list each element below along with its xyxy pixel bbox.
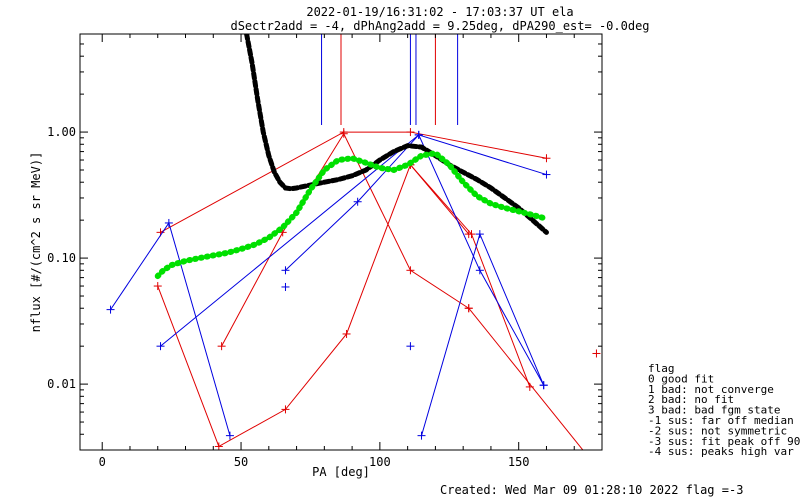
series-blue-line [106,218,234,440]
series-red-points [592,349,601,358]
series-blue-line [417,230,548,440]
x-tick-label: 0 [99,455,106,469]
y-tick-label: 0.01 [47,377,76,391]
series-red-line [156,128,551,237]
series-green-dots [154,149,550,280]
data-point-plus [539,381,548,390]
legend-entry: -4 sus: peaks high var [648,445,794,458]
data-point-plus [406,128,415,137]
data-point-plus [281,266,290,275]
series-blue-points [281,282,415,351]
data-point-plus [217,342,226,351]
legend-entry: 2 bad: no fit [648,393,734,406]
data-series [106,34,601,450]
data-point-plus [106,305,115,314]
data-point-plus [164,218,173,227]
series-red-line [153,160,473,450]
data-point-plus [156,342,165,351]
series-red-line [464,304,584,450]
legend-entry: 0 good fit [648,372,714,385]
legend-entry: -3 sus: fit peak off 90 [648,435,800,448]
data-point-plus [342,329,351,338]
data-point-plus [225,431,234,440]
series-black-dashed [244,34,549,235]
legend-entry: -1 sus: far off median [648,414,794,427]
legend-entry: -2 sus: not symmetric [648,424,787,437]
series-blue-line [156,130,551,351]
y-tick-label: 0.10 [47,251,76,265]
data-point-plus [214,442,223,450]
x-tick-label: 100 [369,455,391,469]
data-point-plus [406,266,415,275]
series-line [410,164,531,388]
legend-entry: flag [648,362,675,375]
chart-title: 2022-01-19/16:31:02 - 17:03:37 UT ela [306,5,573,19]
flag-legend: flag 0 good fit 1 bad: not converge 2 ba… [648,362,800,458]
data-point-plus [475,266,484,275]
series-blue-line [281,130,548,390]
legend-entry: 3 bad: bad fgm state [648,404,780,417]
data-point-plus [281,405,290,414]
data-point-plus [467,230,476,239]
data-point-plus [339,129,348,138]
dashed-fit-curve [244,34,549,235]
data-point-plus [414,130,423,139]
data-point-plus [353,197,362,206]
x-tick-label: 150 [508,455,530,469]
vertical-markers [321,34,459,125]
data-point-plus [153,282,162,291]
series-line [468,307,584,450]
x-tick-label: 50 [234,455,248,469]
y-axis-label: nflux [#/(cm^2 s sr MeV)] [29,152,43,333]
y-tick-label: 1.00 [47,125,76,139]
data-point-plus [475,230,484,239]
data-point-plus [542,154,551,163]
data-point-plus [406,342,415,351]
data-point-plus [542,170,551,179]
footer-created: Created: Wed Mar 09 01:28:10 2022 flag =… [440,483,743,497]
series-line [157,163,470,448]
legend-entry: 1 bad: not converge [648,383,774,396]
plot-frame [79,33,603,451]
series-red-line [406,160,534,391]
axes: 0 50 100 150 0.01 0.10 1.00 [47,33,602,469]
series-red-line [217,129,473,351]
series-line [160,131,547,233]
data-point-plus [592,349,601,358]
data-point-plus [464,304,473,313]
dotted-fit-curve [154,149,550,280]
data-point-plus [417,431,426,440]
data-point-plus [281,282,290,291]
x-axis-label: PA [deg] [312,465,370,479]
chart-subtitle: dSectr2add = -4, dPhAng2add = 9.25deg, d… [230,19,649,33]
